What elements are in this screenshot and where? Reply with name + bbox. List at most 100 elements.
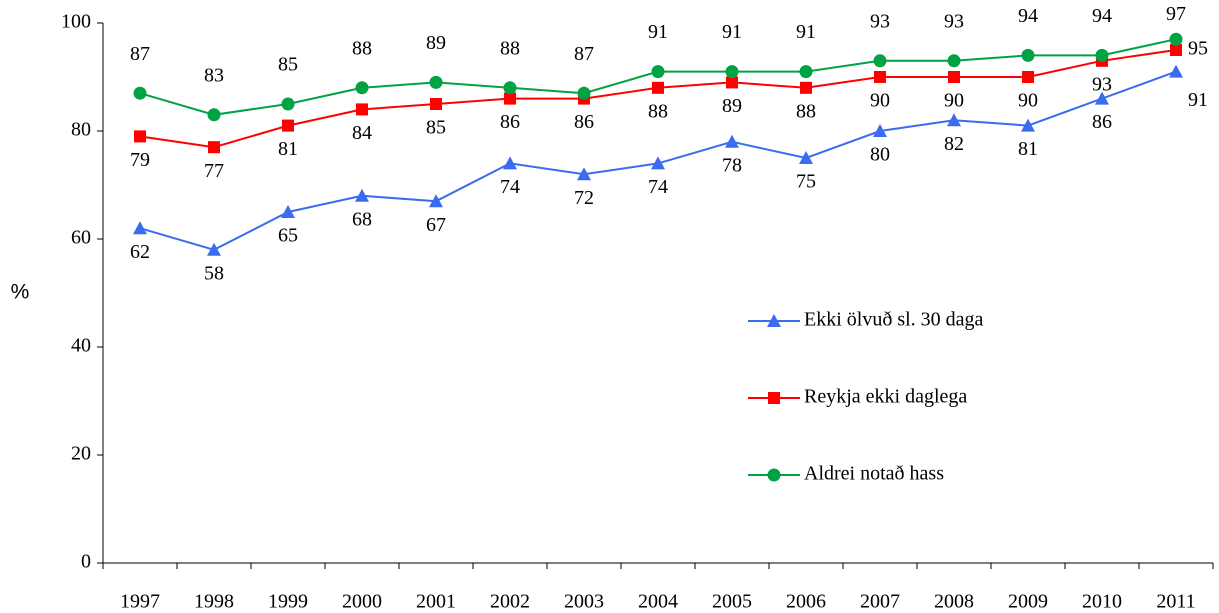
- marker: [1022, 71, 1034, 83]
- data-label: 80: [870, 144, 890, 166]
- data-label: 94: [1018, 5, 1038, 27]
- data-label: 58: [204, 262, 224, 284]
- x-tick-label: 2005: [712, 591, 752, 613]
- x-tick-label: 2011: [1156, 591, 1195, 613]
- legend-marker: [767, 468, 781, 482]
- marker: [355, 188, 369, 202]
- data-label: 95: [1188, 38, 1208, 60]
- x-tick-label: 2004: [638, 591, 678, 613]
- x-tick-label: 1999: [268, 591, 308, 613]
- data-label: 86: [1092, 111, 1112, 133]
- y-tick-label: 60: [71, 227, 91, 249]
- data-label: 87: [574, 43, 594, 65]
- marker: [874, 71, 886, 83]
- data-label: 97: [1166, 3, 1186, 25]
- marker: [429, 75, 443, 89]
- data-label: 89: [722, 95, 742, 117]
- data-label: 88: [352, 37, 372, 59]
- data-label: 88: [796, 100, 816, 122]
- y-tick-label: 40: [71, 335, 91, 357]
- legend-marker: [767, 314, 781, 327]
- data-label: 94: [1092, 5, 1112, 27]
- marker: [651, 156, 665, 170]
- marker: [133, 221, 147, 235]
- data-label: 74: [500, 176, 520, 198]
- data-label: 85: [278, 54, 298, 76]
- x-tick-label: 2002: [490, 591, 530, 613]
- marker: [208, 141, 220, 154]
- data-label: 68: [352, 208, 372, 230]
- marker: [1095, 48, 1109, 62]
- data-label: 86: [500, 111, 520, 133]
- marker: [429, 194, 443, 208]
- data-label: 89: [426, 32, 446, 54]
- marker: [577, 167, 591, 181]
- data-label: 77: [204, 160, 224, 182]
- marker: [133, 86, 147, 100]
- x-tick-label: 2008: [934, 591, 974, 613]
- data-label: 78: [722, 154, 742, 176]
- x-tick-label: 2010: [1082, 591, 1122, 613]
- data-label: 75: [796, 171, 816, 193]
- marker: [873, 54, 887, 68]
- x-tick-label: 2006: [786, 591, 826, 613]
- marker: [947, 54, 961, 68]
- data-label: 67: [426, 214, 446, 236]
- marker: [207, 242, 221, 256]
- marker: [1021, 48, 1035, 62]
- legend-marker: [768, 392, 780, 404]
- marker: [134, 130, 146, 143]
- marker: [652, 81, 664, 94]
- data-label: 90: [944, 90, 964, 112]
- marker: [1169, 64, 1183, 78]
- data-label: 81: [278, 138, 298, 160]
- legend-label: Reykja ekki daglega: [804, 386, 967, 408]
- marker: [503, 81, 517, 95]
- y-tick-label: 0: [81, 551, 91, 573]
- marker: [651, 65, 665, 79]
- data-label: 91: [648, 21, 668, 43]
- legend-label: Aldrei notað hass: [804, 463, 944, 485]
- data-label: 91: [796, 21, 816, 43]
- data-label: 74: [648, 176, 668, 198]
- data-label: 90: [1018, 90, 1038, 112]
- marker: [1095, 91, 1109, 105]
- data-label: 62: [130, 241, 150, 263]
- marker: [282, 119, 294, 132]
- data-label: 65: [278, 225, 298, 247]
- marker: [947, 113, 961, 127]
- marker: [355, 81, 369, 95]
- data-label: 87: [130, 43, 150, 65]
- marker: [800, 81, 812, 94]
- marker: [430, 98, 442, 110]
- marker: [725, 134, 739, 148]
- marker: [1170, 44, 1182, 56]
- data-label: 93: [870, 10, 890, 32]
- data-label: 86: [574, 111, 594, 133]
- data-label: 81: [1018, 138, 1038, 160]
- marker: [207, 108, 221, 122]
- x-tick-label: 2009: [1008, 591, 1048, 613]
- marker: [356, 103, 368, 116]
- marker: [948, 71, 960, 83]
- x-tick-label: 1998: [194, 591, 234, 613]
- data-label: 91: [722, 21, 742, 43]
- marker: [281, 205, 295, 218]
- marker: [281, 97, 295, 111]
- y-tick-label: 20: [71, 443, 91, 465]
- marker: [725, 65, 739, 79]
- y-tick-label: 80: [71, 119, 91, 141]
- x-tick-label: 2000: [342, 591, 382, 613]
- data-label: 82: [944, 133, 964, 155]
- data-label: 93: [1092, 73, 1112, 95]
- data-label: 85: [426, 117, 446, 139]
- marker: [1021, 118, 1035, 132]
- data-label: 88: [648, 100, 668, 122]
- marker: [726, 76, 738, 89]
- marker: [799, 151, 813, 164]
- x-tick-label: 2007: [860, 591, 900, 613]
- x-tick-label: 2003: [564, 591, 604, 613]
- y-tick-label: 100: [61, 11, 91, 33]
- marker: [1169, 32, 1183, 46]
